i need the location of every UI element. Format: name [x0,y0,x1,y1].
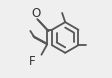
Text: O: O [32,7,41,20]
Text: F: F [29,55,35,68]
